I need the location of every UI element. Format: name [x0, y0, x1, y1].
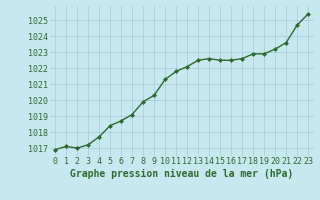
X-axis label: Graphe pression niveau de la mer (hPa): Graphe pression niveau de la mer (hPa)	[70, 169, 293, 179]
